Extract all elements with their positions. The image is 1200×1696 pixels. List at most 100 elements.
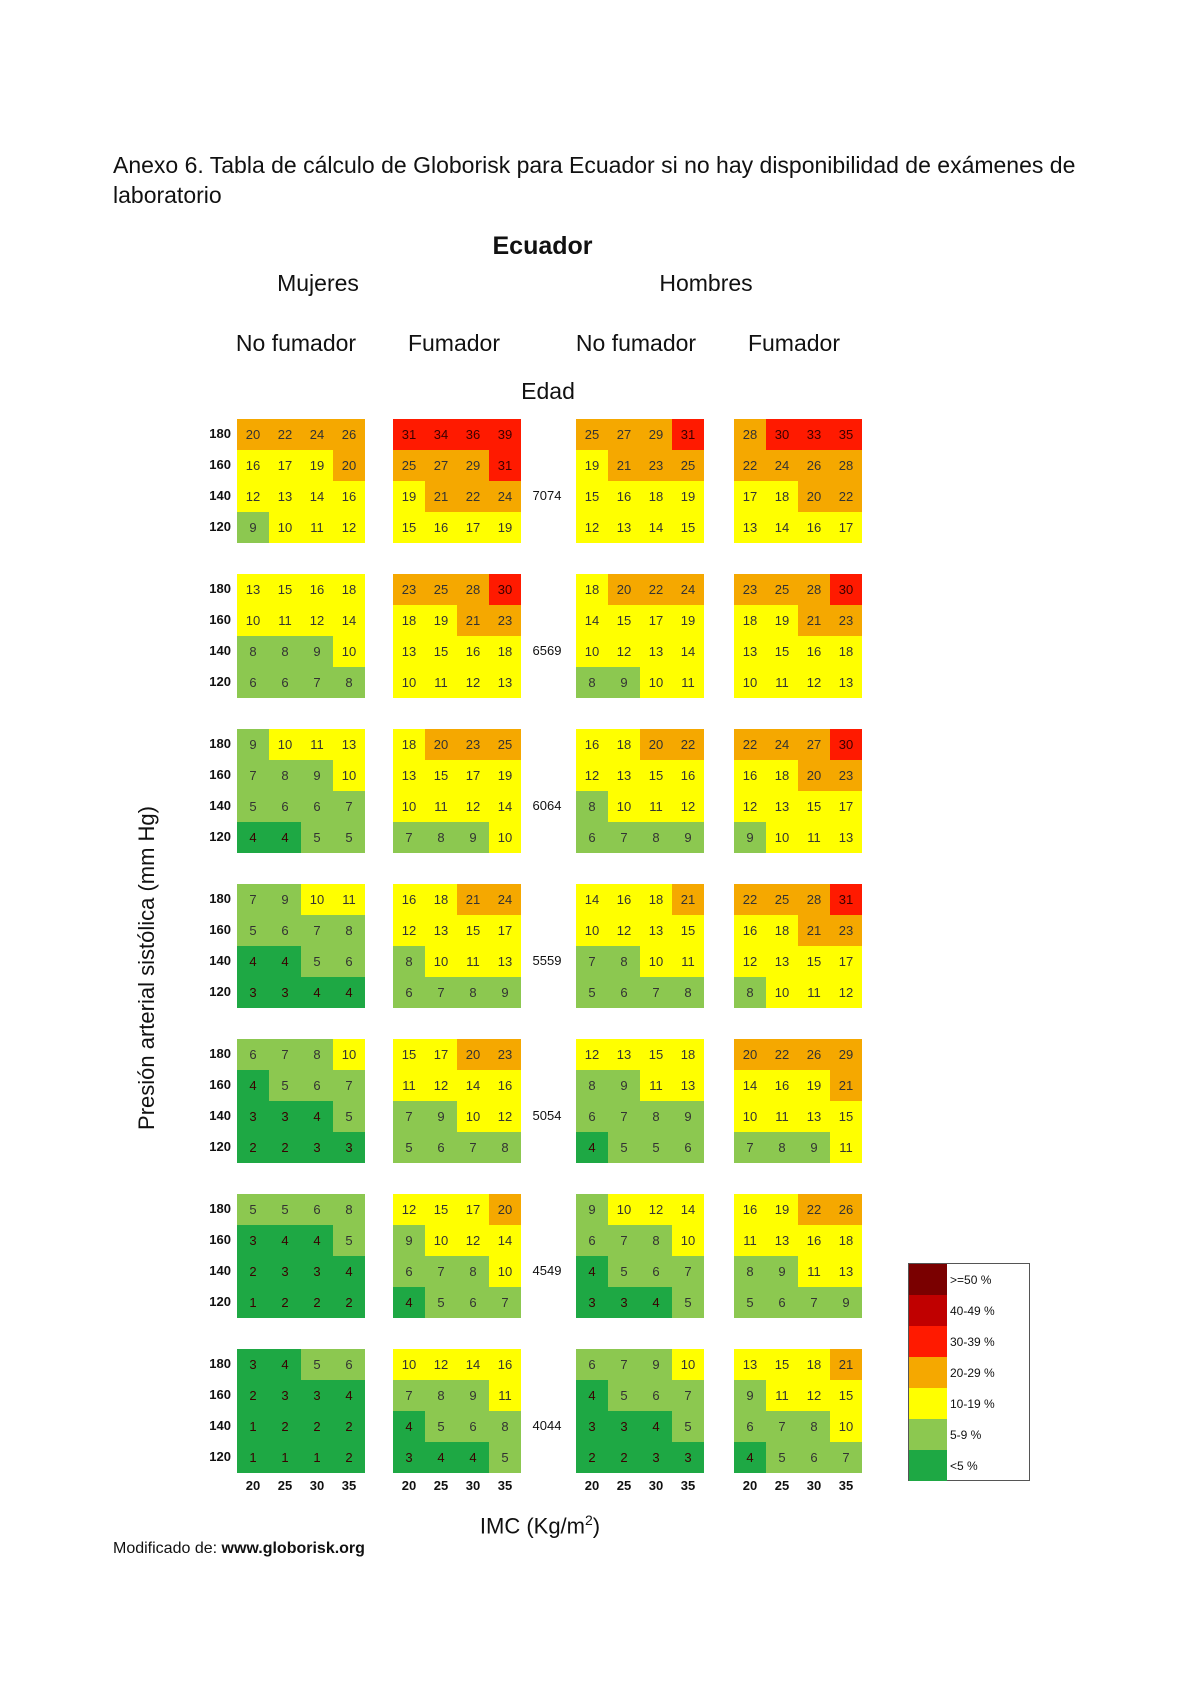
risk-cell: 19	[489, 760, 521, 791]
bmi-label: 20	[584, 1478, 600, 1493]
risk-cell: 11	[672, 667, 704, 698]
risk-cell: 13	[608, 1039, 640, 1070]
risk-cell: 20	[798, 760, 830, 791]
risk-cell: 17	[830, 512, 862, 543]
risk-cell: 6	[269, 915, 301, 946]
risk-cell: 10	[425, 1225, 457, 1256]
risk-cell: 20	[333, 450, 365, 481]
sbp-label: 140	[209, 798, 231, 813]
age-group-label: 4549	[532, 1263, 562, 1278]
risk-cell: 12	[576, 1039, 608, 1070]
legend-label: 5-9 %	[950, 1427, 982, 1442]
risk-cell: 14	[333, 605, 365, 636]
risk-cell: 17	[734, 481, 766, 512]
risk-cell: 19	[301, 450, 333, 481]
bmi-label: 25	[616, 1478, 632, 1493]
risk-cell: 13	[640, 636, 672, 667]
risk-cell: 17	[457, 512, 489, 543]
risk-cell: 5	[608, 1132, 640, 1163]
sbp-label: 160	[209, 1077, 231, 1092]
risk-panel: 31 34 36 39 25 27 29 31 19 21 22 24 15 16 17 19	[393, 419, 521, 543]
risk-cell: 35	[830, 419, 862, 450]
risk-cell: 7	[393, 822, 425, 853]
risk-cell: 8	[576, 1070, 608, 1101]
risk-cell: 16	[489, 1349, 521, 1380]
risk-cell: 22	[269, 419, 301, 450]
risk-cell: 5	[333, 1101, 365, 1132]
risk-cell: 2	[301, 1411, 333, 1442]
risk-cell: 3	[672, 1442, 704, 1473]
risk-cell: 18	[830, 1225, 862, 1256]
risk-cell: 22	[766, 1039, 798, 1070]
sbp-label: 120	[209, 984, 231, 999]
risk-cell: 2	[237, 1256, 269, 1287]
risk-cell: 8	[576, 791, 608, 822]
sbp-label: 160	[209, 612, 231, 627]
risk-cell: 7	[798, 1287, 830, 1318]
risk-cell: 22	[457, 481, 489, 512]
risk-cell: 6	[734, 1411, 766, 1442]
risk-cell: 7	[489, 1287, 521, 1318]
risk-cell: 3	[237, 1349, 269, 1380]
risk-cell: 6	[672, 1132, 704, 1163]
risk-cell: 12	[489, 1101, 521, 1132]
risk-panel: 20 22 24 26 16 17 19 20 12 13 14 16 9 10 11 12	[237, 419, 365, 543]
risk-cell: 4	[734, 1442, 766, 1473]
risk-cell: 18	[425, 884, 457, 915]
risk-cell: 8	[734, 1256, 766, 1287]
risk-cell: 9	[672, 1101, 704, 1132]
risk-cell: 16	[734, 760, 766, 791]
risk-cell: 5	[269, 1070, 301, 1101]
risk-cell: 4	[393, 1287, 425, 1318]
risk-cell: 7	[608, 822, 640, 853]
risk-cell: 13	[393, 760, 425, 791]
risk-cell: 3	[393, 1442, 425, 1473]
risk-cell: 1	[237, 1442, 269, 1473]
risk-cell: 11	[766, 667, 798, 698]
risk-cell: 17	[640, 605, 672, 636]
risk-cell: 5	[640, 1132, 672, 1163]
risk-cell: 7	[457, 1132, 489, 1163]
risk-cell: 8	[457, 977, 489, 1008]
bmi-label: 25	[277, 1478, 293, 1493]
legend-swatch	[909, 1419, 947, 1450]
risk-cell: 4	[576, 1256, 608, 1287]
risk-cell: 4	[333, 1380, 365, 1411]
risk-cell: 4	[269, 1349, 301, 1380]
risk-cell: 3	[269, 1256, 301, 1287]
risk-cell: 19	[576, 450, 608, 481]
risk-cell: 9	[237, 729, 269, 760]
sbp-label: 160	[209, 1387, 231, 1402]
risk-cell: 7	[393, 1380, 425, 1411]
risk-cell: 18	[489, 636, 521, 667]
legend-swatch	[909, 1326, 947, 1357]
risk-cell: 3	[333, 1132, 365, 1163]
risk-cell: 18	[798, 1349, 830, 1380]
risk-cell: 2	[269, 1287, 301, 1318]
risk-panel: 9 10 12 14 6 7 8 10 4 5 6 7 3 3 4 5	[576, 1194, 704, 1318]
risk-cell: 6	[457, 1411, 489, 1442]
source-url: www.globorisk.org	[221, 1540, 365, 1557]
risk-cell: 18	[672, 1039, 704, 1070]
risk-cell: 7	[640, 977, 672, 1008]
risk-cell: 8	[640, 1225, 672, 1256]
bmi-label: 20	[401, 1478, 417, 1493]
risk-cell: 13	[393, 636, 425, 667]
risk-cell: 20	[489, 1194, 521, 1225]
bmi-label: 30	[465, 1478, 481, 1493]
risk-cell: 10	[640, 946, 672, 977]
risk-cell: 11	[425, 791, 457, 822]
bmi-label: 20	[742, 1478, 758, 1493]
risk-cell: 19	[393, 481, 425, 512]
age-group-label: 7074	[532, 488, 562, 503]
risk-cell: 21	[798, 915, 830, 946]
risk-cell: 28	[457, 574, 489, 605]
risk-cell: 6	[576, 1225, 608, 1256]
risk-cell: 10	[489, 1256, 521, 1287]
legend-label: 10-19 %	[950, 1396, 995, 1411]
sbp-label: 140	[209, 1108, 231, 1123]
legend-item: 20-29 %	[909, 1357, 1029, 1388]
risk-cell: 14	[457, 1070, 489, 1101]
risk-cell: 4	[237, 1070, 269, 1101]
source-note: Modificado de: www.globorisk.org	[113, 1540, 365, 1558]
